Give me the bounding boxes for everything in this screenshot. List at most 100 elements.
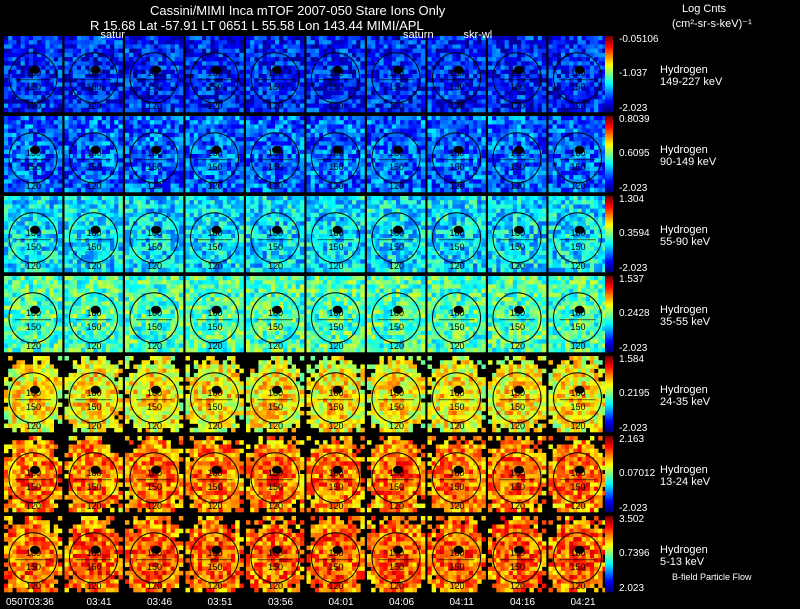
energy-channel-label: Hydrogen 90-149 keV [660, 144, 716, 168]
energy-range: 90-149 keV [660, 156, 717, 168]
contour-label: 150 [389, 562, 404, 572]
contour-label: 150 [571, 322, 586, 332]
colorbar [605, 36, 613, 113]
contour-label: 180 [268, 468, 283, 478]
colorbar-value: 0.2428 [619, 308, 650, 319]
colorbar-value: 1.304 [619, 194, 645, 205]
contour-label: 180 [268, 548, 283, 558]
contour-label: 120 [389, 341, 404, 351]
contour-label: 150 [450, 562, 465, 572]
contour-label: 150 [26, 562, 41, 572]
contour-label: 150 [450, 322, 465, 332]
contour-label: 120 [26, 581, 41, 591]
colorbar-value: -2.023 [619, 103, 648, 114]
energy-range: 35-55 keV [660, 316, 711, 328]
contour-label: 120 [389, 101, 404, 111]
contour-label: 180 [26, 388, 41, 398]
contour-label: 150 [208, 162, 223, 172]
contour-label: 120 [571, 581, 586, 591]
contour-label: 180 [389, 228, 404, 238]
spectrogram-panel: 180 150 120 [4, 436, 63, 513]
colorbar [605, 196, 613, 273]
colorbar-value: -2.023 [619, 423, 648, 434]
species-name: Hydrogen [660, 64, 708, 76]
spectrogram-panel: 180 150 120 [367, 36, 426, 113]
contour-label: 120 [87, 101, 102, 111]
colorbar-units: (cm²-sr-s-keV)⁻¹ [672, 18, 752, 30]
contour-label: 150 [571, 562, 586, 572]
contour-label: 150 [389, 322, 404, 332]
contour-label: 150 [26, 402, 41, 412]
spectrogram-panel: 180 150 120 [246, 36, 305, 113]
contour-label: 180 [329, 468, 344, 478]
energy-range: 24-35 keV [660, 396, 711, 408]
contour-label: 120 [268, 341, 283, 351]
spectrogram-panel: 180 150 120 [4, 116, 63, 193]
colorbar-value: 0.7396 [619, 548, 650, 559]
contour-label: 150 [147, 402, 162, 412]
column-tag: satur [100, 29, 125, 41]
contour-label: 180 [147, 228, 162, 238]
contour-label: 180 [450, 308, 465, 318]
contour-label: 150 [389, 162, 404, 172]
spectrogram-panel: 180 150 120 [367, 196, 426, 273]
contour-label: 150 [147, 482, 162, 492]
energy-channel-label: Hydrogen 5-13 keV [660, 544, 708, 568]
contour-label: 180 [87, 228, 102, 238]
colorbar-value: 2.023 [619, 583, 645, 594]
spectrogram-panel: 180 150 120 [185, 276, 244, 353]
colorbar [605, 436, 613, 513]
contour-label: 150 [268, 562, 283, 572]
contour-label: 180 [26, 228, 41, 238]
contour-label: 180 [147, 148, 162, 158]
contour-label: 150 [389, 82, 404, 92]
contour-label: 150 [87, 242, 102, 252]
contour-label: 180 [389, 388, 404, 398]
contour-label: 120 [510, 341, 525, 351]
contour-label: 120 [26, 421, 41, 431]
contour-label: 180 [450, 148, 465, 158]
spectrogram-panel: 180 150 120 [306, 276, 365, 353]
energy-channel-label: Hydrogen 35-55 keV [660, 304, 710, 328]
contour-label: 120 [268, 501, 283, 511]
spectrogram-panel: 180 150 120 [246, 196, 305, 273]
contour-label: 150 [268, 82, 283, 92]
contour-label: 150 [329, 562, 344, 572]
contour-label: 120 [87, 341, 102, 351]
spectrogram-panel: 180 150 120 [4, 516, 63, 593]
contour-label: 180 [329, 68, 344, 78]
time-label: 03:56 [268, 597, 294, 608]
contour-label: 180 [147, 388, 162, 398]
contour-label: 180 [268, 308, 283, 318]
contour-label: 150 [510, 402, 525, 412]
time-label: 04:11 [449, 597, 474, 608]
contour-label: 180 [147, 548, 162, 558]
spectrogram-panel: 180 150 120 [306, 36, 365, 113]
contour-label: 180 [26, 308, 41, 318]
time-label: 04:21 [570, 597, 596, 608]
spectrogram-panel: 180 150 120 [548, 36, 607, 113]
contour-label: 150 [208, 242, 223, 252]
contour-label: 150 [208, 482, 223, 492]
energy-range: 55-90 keV [660, 236, 711, 248]
spectrogram-panel: 180 150 120 [4, 196, 63, 273]
contour-label: 120 [208, 181, 223, 191]
contour-label: 120 [329, 181, 344, 191]
spectrogram-panel: 180 150 120 [427, 276, 486, 353]
contour-label: 120 [208, 261, 223, 271]
contour-label: 150 [147, 162, 162, 172]
contour-label: 180 [208, 548, 223, 558]
contour-label: 120 [26, 341, 41, 351]
contour-label: 150 [87, 162, 102, 172]
contour-label: 120 [87, 581, 102, 591]
spectrogram-panel: 180 150 120 [488, 516, 547, 593]
contour-label: 120 [329, 501, 344, 511]
contour-label: 180 [510, 148, 525, 158]
contour-label: 180 [329, 228, 344, 238]
contour-label: 180 [510, 228, 525, 238]
contour-label: 180 [571, 148, 586, 158]
contour-label: 150 [329, 162, 344, 172]
spectrogram-panel: 180 150 120 [125, 516, 184, 593]
contour-label: 180 [571, 68, 586, 78]
contour-label: 120 [510, 101, 525, 111]
